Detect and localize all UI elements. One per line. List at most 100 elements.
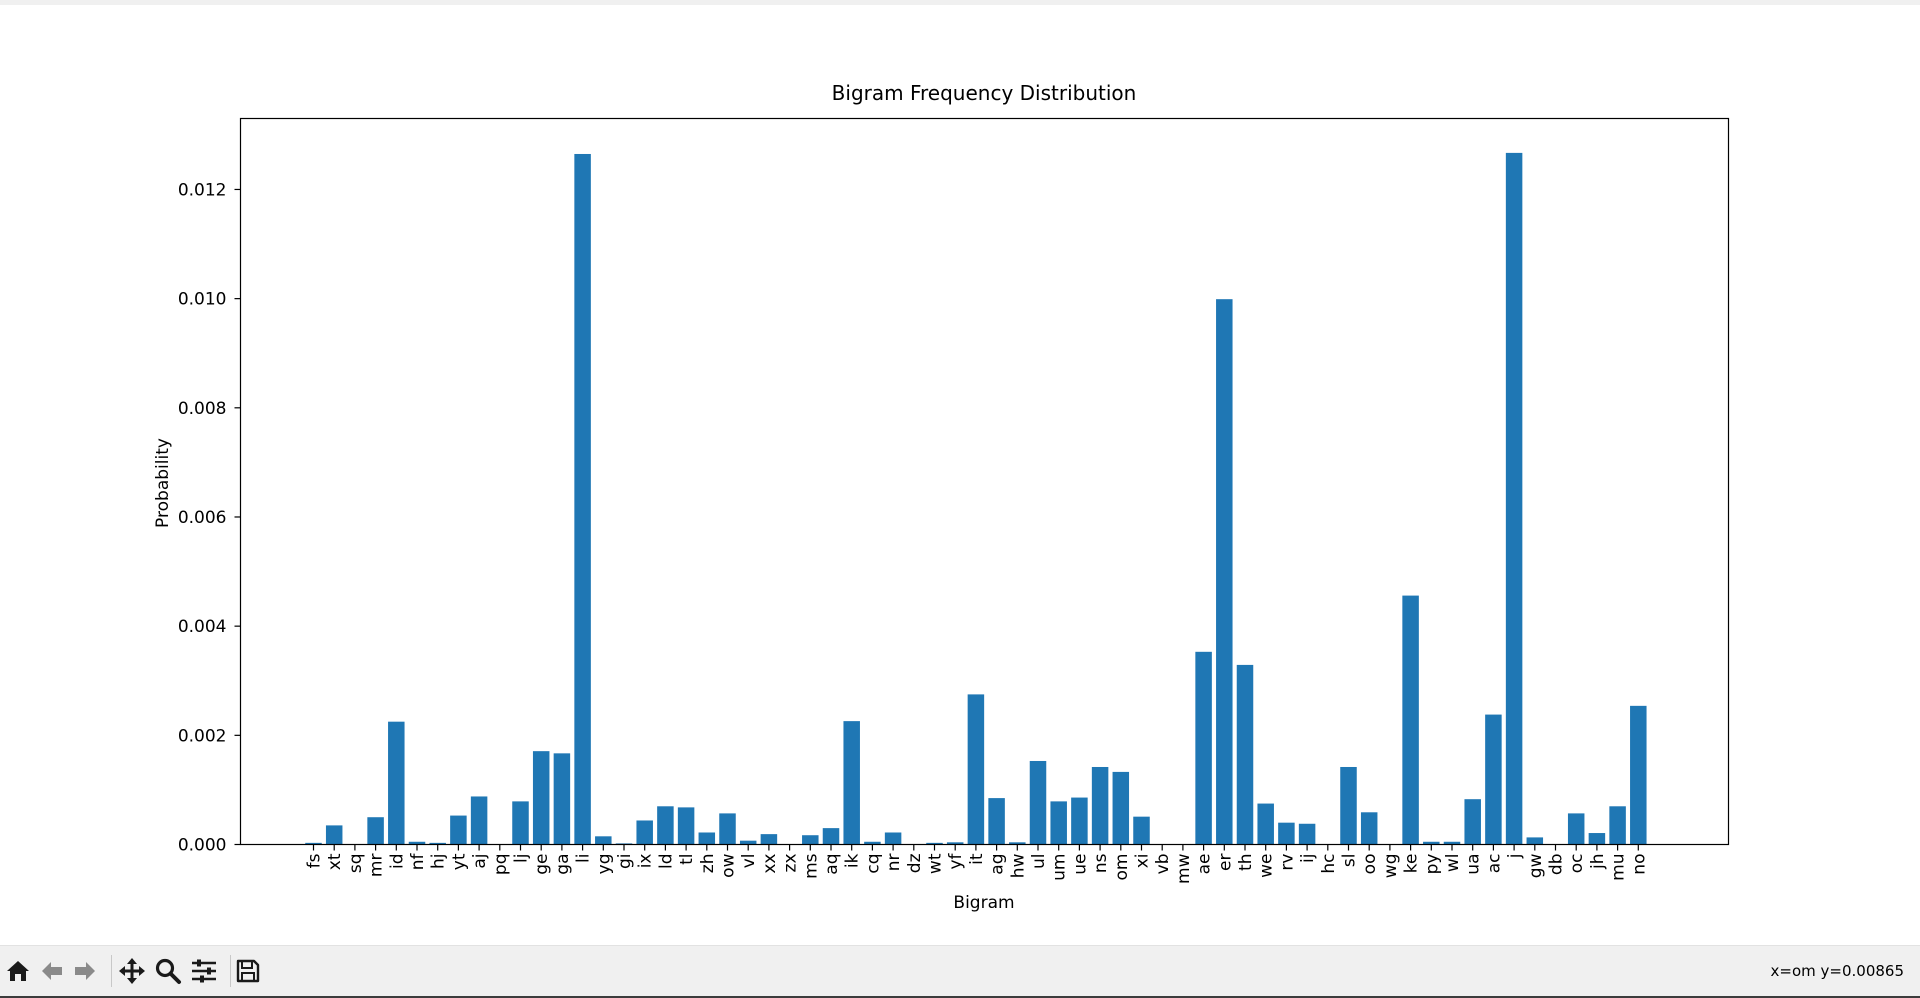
bar <box>1567 813 1585 845</box>
bar <box>470 796 488 845</box>
bar <box>512 801 529 845</box>
navigation-toolbar: x=om y=0.00865 <box>0 945 1920 997</box>
y-tick-label: 0.012 <box>178 180 227 200</box>
x-tick-label: ue <box>1070 854 1090 875</box>
x-tick-label: gi <box>615 854 635 870</box>
x-tick-label: um <box>1050 854 1070 881</box>
x-tick-label: ag <box>988 854 1008 875</box>
x-tick-label: lj <box>512 854 532 863</box>
y-tick-label: 0.008 <box>178 399 227 419</box>
bar <box>1402 595 1419 845</box>
bar <box>429 842 446 845</box>
y-tick-label: 0.010 <box>178 290 227 310</box>
bar <box>1236 664 1254 845</box>
bar <box>1029 760 1047 845</box>
bar <box>1464 799 1481 845</box>
x-tick-label: ac <box>1484 854 1504 874</box>
x-tick-label: ij <box>1298 854 1318 863</box>
x-tick-label: cq <box>863 854 883 874</box>
x-tick-label: wt <box>926 853 946 874</box>
bar <box>1050 801 1067 845</box>
x-tick-label: fs <box>305 853 325 868</box>
bar <box>698 832 716 845</box>
pan-button[interactable] <box>117 956 147 986</box>
y-axis-label: Probability <box>153 438 173 528</box>
bar <box>988 798 1005 845</box>
bar <box>1360 812 1378 845</box>
x-ticks-group: fs xt sq mr id nf hj yt aj pq lj ge ga li yg gi ix ld tl zh… <box>305 844 1649 884</box>
bar <box>1071 797 1088 845</box>
x-tick-label: ow <box>719 853 739 877</box>
x-tick-label: oc <box>1567 854 1587 874</box>
forward-button[interactable] <box>70 956 100 986</box>
x-tick-label: pq <box>491 854 511 876</box>
x-tick-label: it <box>967 853 987 865</box>
y-ticks-group: 0.000 0.002 0.004 0.006 0.008 0.010 0.012 <box>178 180 241 856</box>
forward-arrow-icon <box>75 962 95 980</box>
x-tick-label: wl <box>1443 854 1463 873</box>
bar <box>388 721 405 845</box>
y-tick-label: 0.006 <box>178 508 227 528</box>
x-tick-label: db <box>1547 854 1567 876</box>
x-tick-label: ae <box>1195 854 1215 875</box>
bar <box>657 806 674 845</box>
bar <box>1630 705 1647 845</box>
y-tick-label: 0.000 <box>178 836 227 856</box>
bar <box>1485 714 1502 845</box>
bar <box>1091 766 1109 845</box>
x-tick-label: no <box>1629 854 1649 875</box>
bar-chart: Bigram Frequency Distribution Probabilit… <box>153 81 1730 913</box>
y-tick-label: 0.004 <box>178 617 227 637</box>
bar <box>1505 152 1523 845</box>
home-button[interactable] <box>3 956 33 986</box>
home-icon <box>7 961 29 981</box>
back-arrow-icon <box>42 962 62 980</box>
bar <box>1526 837 1544 845</box>
x-tick-label: mr <box>367 854 387 878</box>
x-tick-label: ga <box>553 854 573 875</box>
toolbar-separator <box>230 955 231 987</box>
x-tick-label: ix <box>636 854 656 869</box>
x-tick-label: yt <box>449 853 469 870</box>
bar <box>802 835 819 845</box>
bar <box>532 751 550 845</box>
bar <box>1257 803 1274 845</box>
bar <box>1588 833 1606 845</box>
zoom-button[interactable] <box>153 956 183 986</box>
x-tick-label: aq <box>822 854 842 875</box>
bar <box>1278 822 1295 845</box>
save-button[interactable] <box>233 956 263 986</box>
bar <box>926 842 943 845</box>
configure-subplots-icon <box>192 959 216 983</box>
bar <box>1340 766 1357 845</box>
x-tick-label: xt <box>325 853 345 870</box>
x-tick-label: nf <box>408 852 428 870</box>
x-tick-label: zh <box>698 854 718 874</box>
back-button[interactable] <box>37 956 67 986</box>
x-tick-label: xi <box>1133 854 1153 869</box>
x-tick-label: id <box>387 854 407 870</box>
window-top-strip <box>0 0 1920 5</box>
bar <box>884 832 902 845</box>
configure-subplots-button[interactable] <box>189 956 219 986</box>
x-tick-label: yf <box>946 852 966 869</box>
x-tick-label: tl <box>677 854 697 865</box>
bar <box>1112 771 1130 845</box>
window-bottom-border <box>0 996 1920 998</box>
bar <box>595 836 612 845</box>
toolbar-separator <box>111 955 112 987</box>
bar <box>1216 299 1233 845</box>
bar <box>843 721 860 845</box>
x-tick-label: rv <box>1277 854 1297 871</box>
x-tick-label: ms <box>801 853 821 879</box>
bar <box>967 694 985 845</box>
x-tick-label: gw <box>1526 853 1546 878</box>
x-tick-label: hw <box>1008 853 1028 878</box>
chart-title: Bigram Frequency Distribution <box>832 81 1137 105</box>
y-tick-label: 0.002 <box>178 726 227 746</box>
x-tick-label: om <box>1112 854 1132 881</box>
x-tick-label: xx <box>760 854 780 874</box>
bar <box>760 834 778 845</box>
x-tick-label: ik <box>843 853 863 868</box>
x-tick-label: py <box>1422 854 1442 875</box>
